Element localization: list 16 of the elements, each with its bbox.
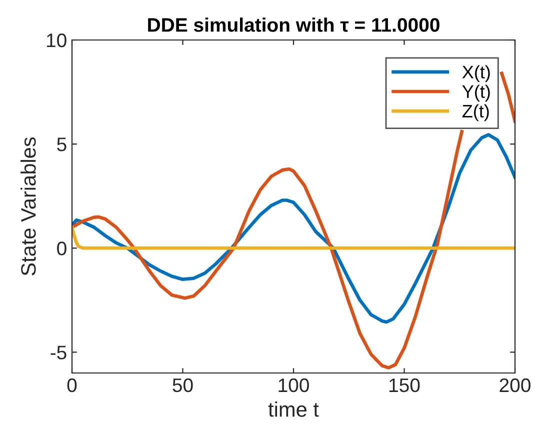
x-tick-label: 0 — [67, 378, 77, 392]
x-tick-label: 150 — [390, 378, 420, 392]
x-tick-label: 100 — [278, 378, 309, 392]
y-axis-title: State Variables — [20, 137, 36, 276]
y-tick-label: -5 — [50, 346, 66, 360]
x-axis-title: time t — [268, 402, 319, 417]
line-series — [72, 226, 515, 250]
y-tick-label: 0 — [57, 242, 66, 256]
x-tick-label: 50 — [172, 378, 193, 392]
legend-label: Z(t) — [462, 104, 489, 122]
legend-label: X(t) — [462, 65, 490, 82]
y-tick-label: 10 — [46, 33, 66, 48]
y-tick-label: 5 — [57, 138, 66, 152]
legend-label: Y(t) — [462, 84, 490, 102]
chart-title: DDE simulation with τ = 11.0000 — [148, 18, 440, 32]
x-tick-label: 200 — [500, 378, 530, 392]
